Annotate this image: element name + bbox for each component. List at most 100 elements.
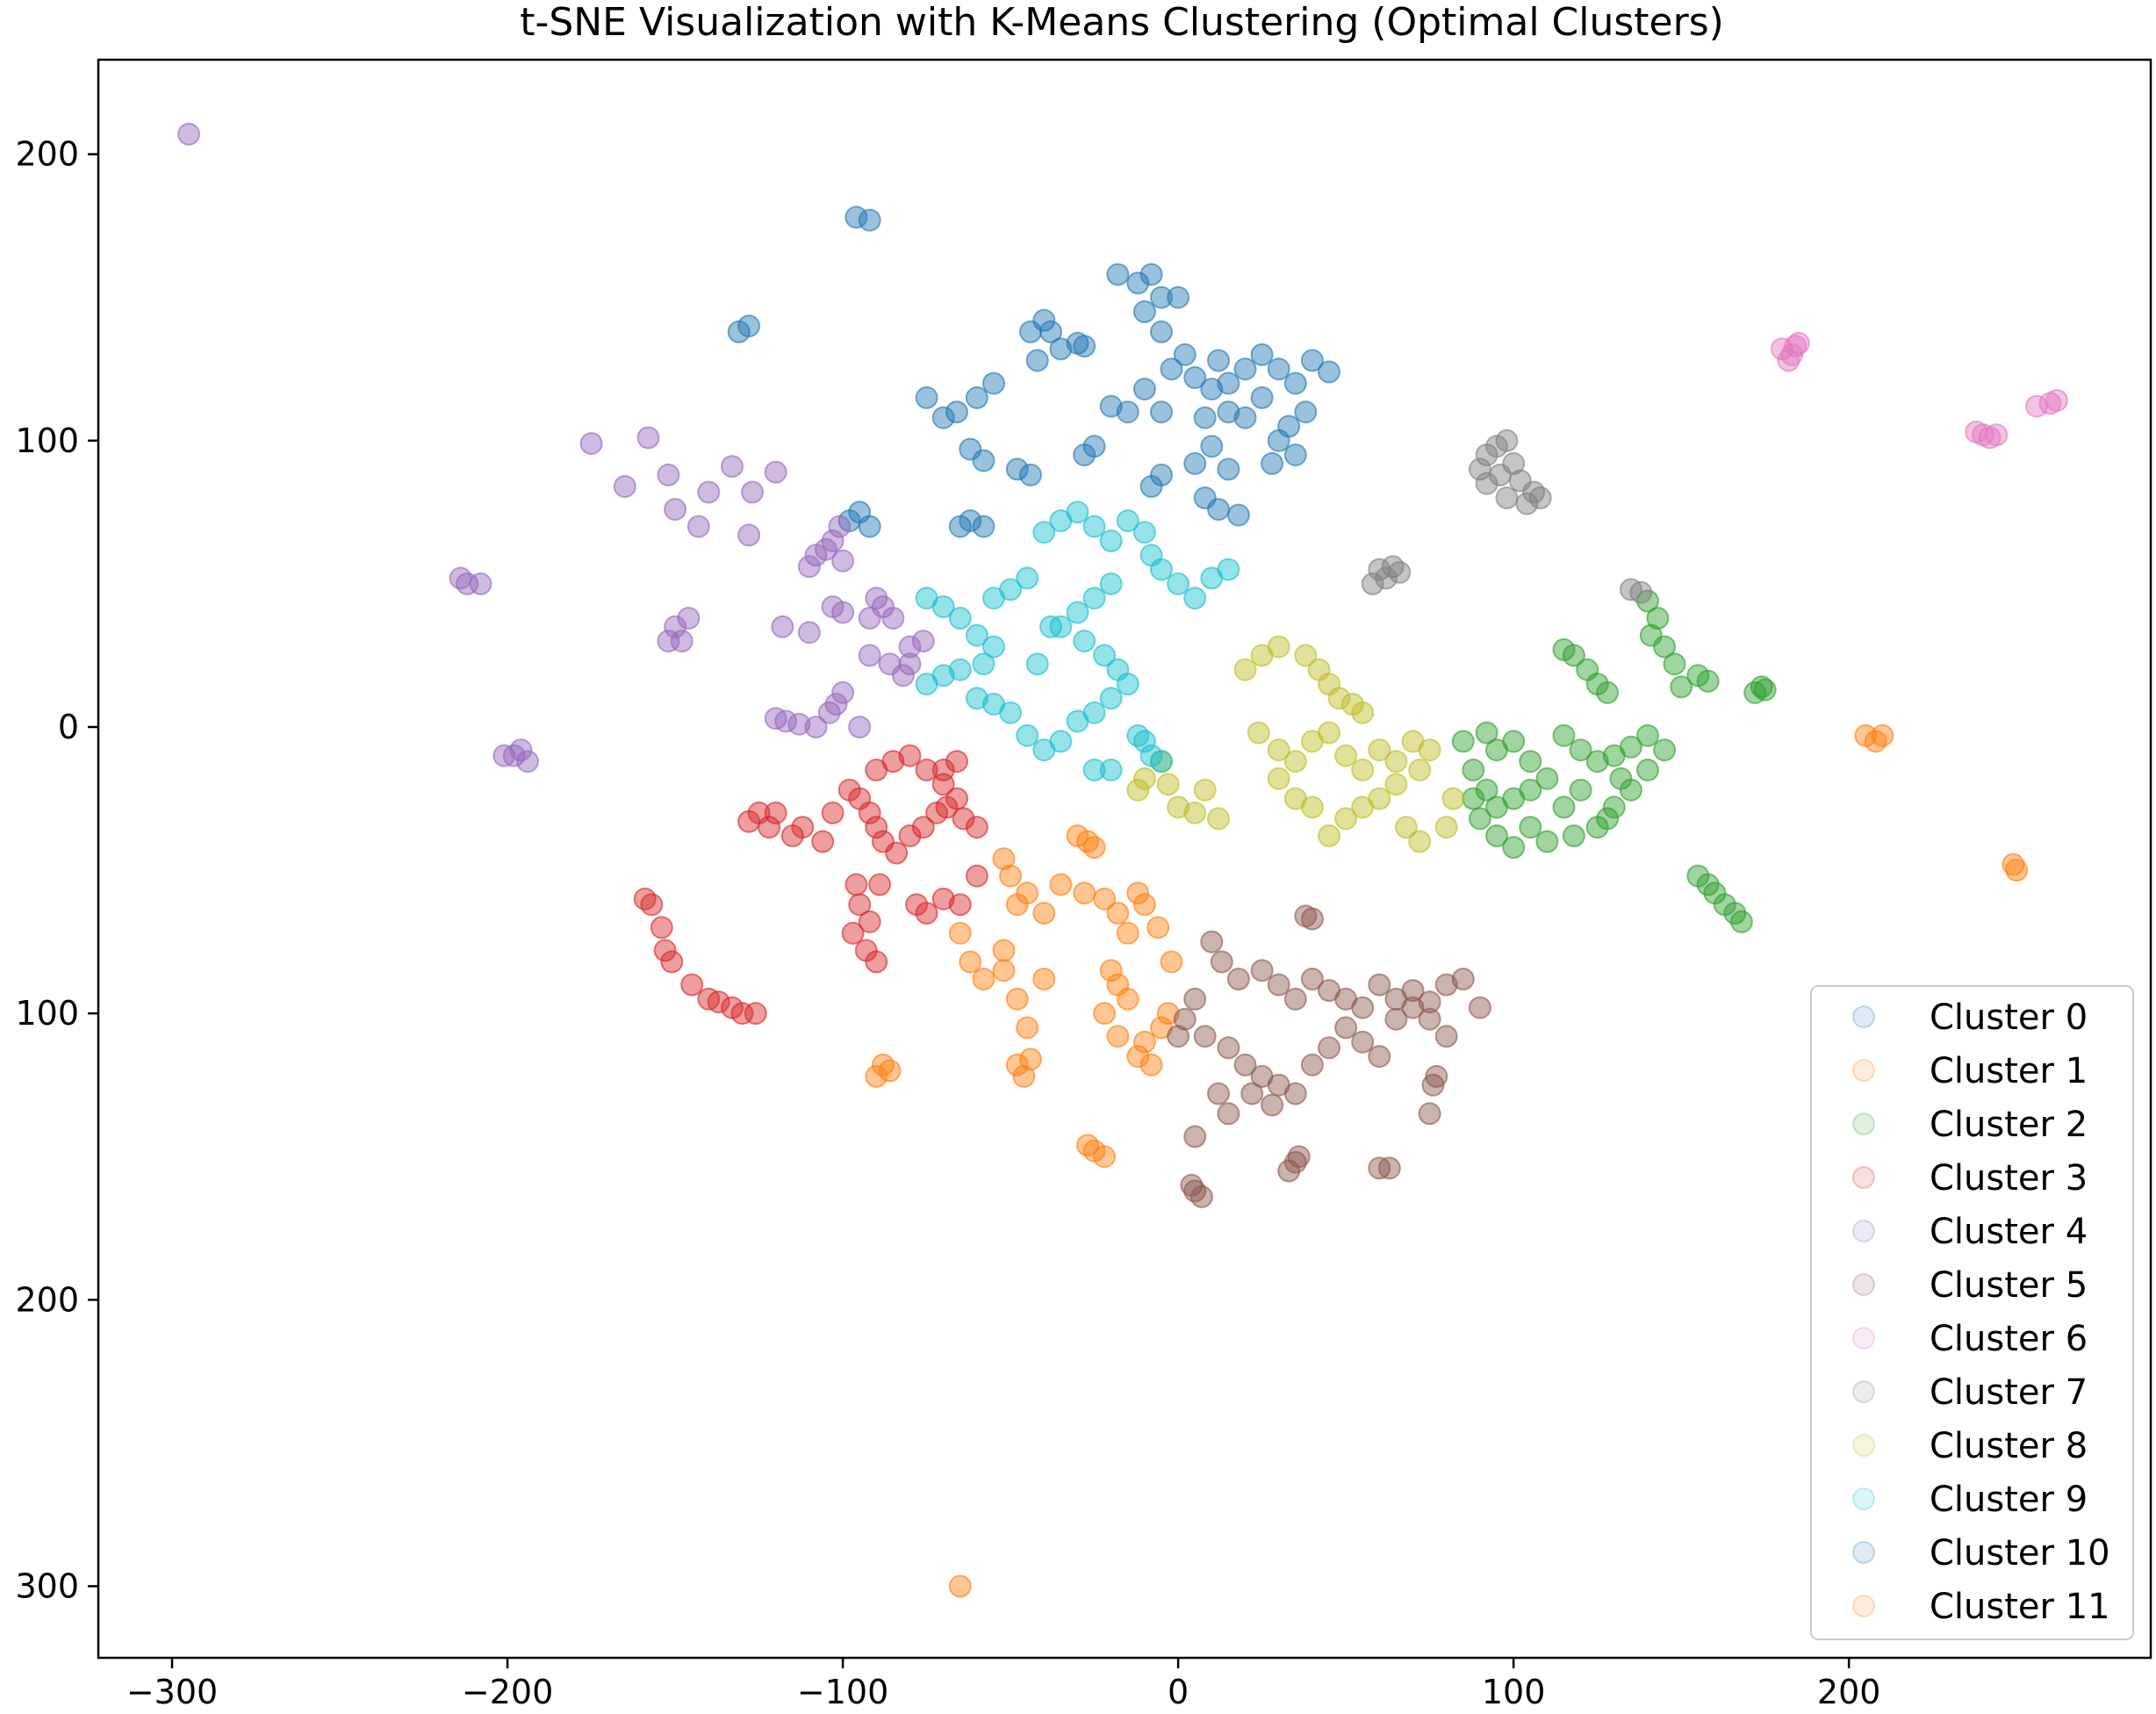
point-cluster-9 xyxy=(1066,501,1089,524)
point-cluster-0 xyxy=(1049,337,1073,361)
point-cluster-0 xyxy=(1019,320,1042,343)
legend: Cluster 0 Cluster 1 Cluster 2 Cluster 3 Clus… xyxy=(1810,985,2134,1640)
point-cluster-3 xyxy=(821,801,844,825)
point-cluster-8 xyxy=(1247,721,1270,745)
point-cluster-9 xyxy=(1082,515,1106,538)
point-cluster-3 xyxy=(868,873,892,897)
point-cluster-2 xyxy=(1663,652,1686,676)
point-cluster-1 xyxy=(1076,1134,1099,1157)
point-cluster-7 xyxy=(1495,486,1519,509)
point-cluster-6 xyxy=(2025,394,2049,418)
legend-marker xyxy=(1852,1273,1875,1296)
point-cluster-2 xyxy=(1569,778,1592,802)
point-cluster-0 xyxy=(1283,371,1307,395)
point-cluster-3 xyxy=(865,950,888,974)
point-cluster-4 xyxy=(636,426,660,450)
point-cluster-8 xyxy=(1167,796,1190,819)
point-cluster-8 xyxy=(1183,801,1207,825)
point-cluster-0 xyxy=(1116,400,1139,424)
point-cluster-4 xyxy=(664,615,687,638)
point-cluster-2 xyxy=(1596,681,1620,704)
point-cluster-7 xyxy=(1495,428,1519,452)
point-cluster-1 xyxy=(992,939,1016,962)
point-cluster-8 xyxy=(1318,721,1340,745)
legend-label: Cluster 0 xyxy=(1930,997,2088,1038)
point-cluster-9 xyxy=(982,587,1005,610)
point-cluster-4 xyxy=(821,529,844,552)
point-cluster-8 xyxy=(1267,738,1290,762)
point-cluster-3 xyxy=(915,758,938,781)
point-cluster-1 xyxy=(1160,950,1183,974)
point-cluster-2 xyxy=(1646,607,1670,630)
point-cluster-9 xyxy=(1082,587,1106,610)
point-cluster-1 xyxy=(1082,836,1106,859)
point-cluster-5 xyxy=(1207,1082,1230,1105)
point-cluster-5 xyxy=(1267,973,1290,997)
point-cluster-1 xyxy=(2005,859,2029,882)
x-tick-label: 0 xyxy=(1168,1673,1189,1711)
y-tick-label: 0 xyxy=(58,708,79,746)
point-cluster-3 xyxy=(811,830,835,853)
point-cluster-0 xyxy=(1183,451,1207,475)
point-cluster-1 xyxy=(1126,882,1150,905)
y-tick-label: 200 xyxy=(15,1280,79,1319)
point-cluster-5 xyxy=(1217,1036,1240,1060)
point-cluster-2 xyxy=(1636,758,1659,781)
point-cluster-0 xyxy=(1217,400,1240,424)
point-cluster-0 xyxy=(1233,406,1257,429)
point-cluster-4 xyxy=(741,480,764,504)
point-cluster-2 xyxy=(1519,816,1542,839)
point-cluster-5 xyxy=(1210,950,1233,974)
point-cluster-5 xyxy=(1434,1025,1458,1048)
point-cluster-1 xyxy=(1093,1145,1117,1169)
point-cluster-3 xyxy=(841,921,865,945)
point-cluster-0 xyxy=(1250,342,1274,366)
point-cluster-4 xyxy=(764,460,787,484)
point-cluster-9 xyxy=(965,623,988,647)
point-cluster-0 xyxy=(1167,285,1190,309)
point-cluster-6 xyxy=(1777,349,1800,372)
point-cluster-0 xyxy=(1132,300,1156,323)
point-cluster-3 xyxy=(844,873,868,897)
point-cluster-2 xyxy=(1696,669,1720,693)
point-cluster-8 xyxy=(1384,750,1408,774)
legend-marker xyxy=(1852,1541,1875,1564)
point-cluster-3 xyxy=(858,801,881,825)
point-cluster-5 xyxy=(1300,968,1324,990)
point-cluster-8 xyxy=(1441,787,1465,810)
point-cluster-7 xyxy=(1629,580,1653,604)
point-cluster-8 xyxy=(1351,796,1375,819)
point-cluster-0 xyxy=(1073,443,1096,467)
point-cluster-4 xyxy=(177,122,201,146)
point-cluster-8 xyxy=(1233,658,1257,681)
point-cluster-2 xyxy=(1502,730,1526,753)
point-cluster-5 xyxy=(1318,1036,1340,1060)
point-cluster-9 xyxy=(1066,709,1089,733)
legend-label: Cluster 5 xyxy=(1930,1265,2088,1306)
chart-title: t-SNE Visualization with K-Means Cluster… xyxy=(520,0,1724,45)
point-cluster-3 xyxy=(653,939,677,962)
point-cluster-0 xyxy=(1173,342,1197,366)
legend-box xyxy=(1810,985,2134,1640)
point-cluster-0 xyxy=(972,515,995,538)
point-cluster-2 xyxy=(1653,738,1677,762)
point-cluster-3 xyxy=(744,1002,767,1026)
point-cluster-0 xyxy=(982,371,1005,395)
point-cluster-0 xyxy=(1217,457,1240,481)
point-cluster-8 xyxy=(1207,807,1230,831)
x-tick-label: −200 xyxy=(462,1673,553,1711)
point-cluster-1 xyxy=(1132,1030,1156,1054)
point-cluster-9 xyxy=(1099,572,1123,595)
point-cluster-9 xyxy=(1150,558,1173,581)
point-cluster-5 xyxy=(1183,987,1207,1011)
point-cluster-5 xyxy=(1180,1173,1204,1197)
x-tick-label: −100 xyxy=(797,1673,888,1711)
point-cluster-4 xyxy=(686,515,710,538)
point-cluster-8 xyxy=(1334,744,1358,767)
point-cluster-9 xyxy=(1167,572,1190,595)
point-cluster-5 xyxy=(1401,979,1425,1002)
point-cluster-2 xyxy=(1519,750,1542,774)
y-axis: 200 100 0 100 200 300 xyxy=(15,135,98,1605)
point-cluster-2 xyxy=(1552,724,1576,747)
